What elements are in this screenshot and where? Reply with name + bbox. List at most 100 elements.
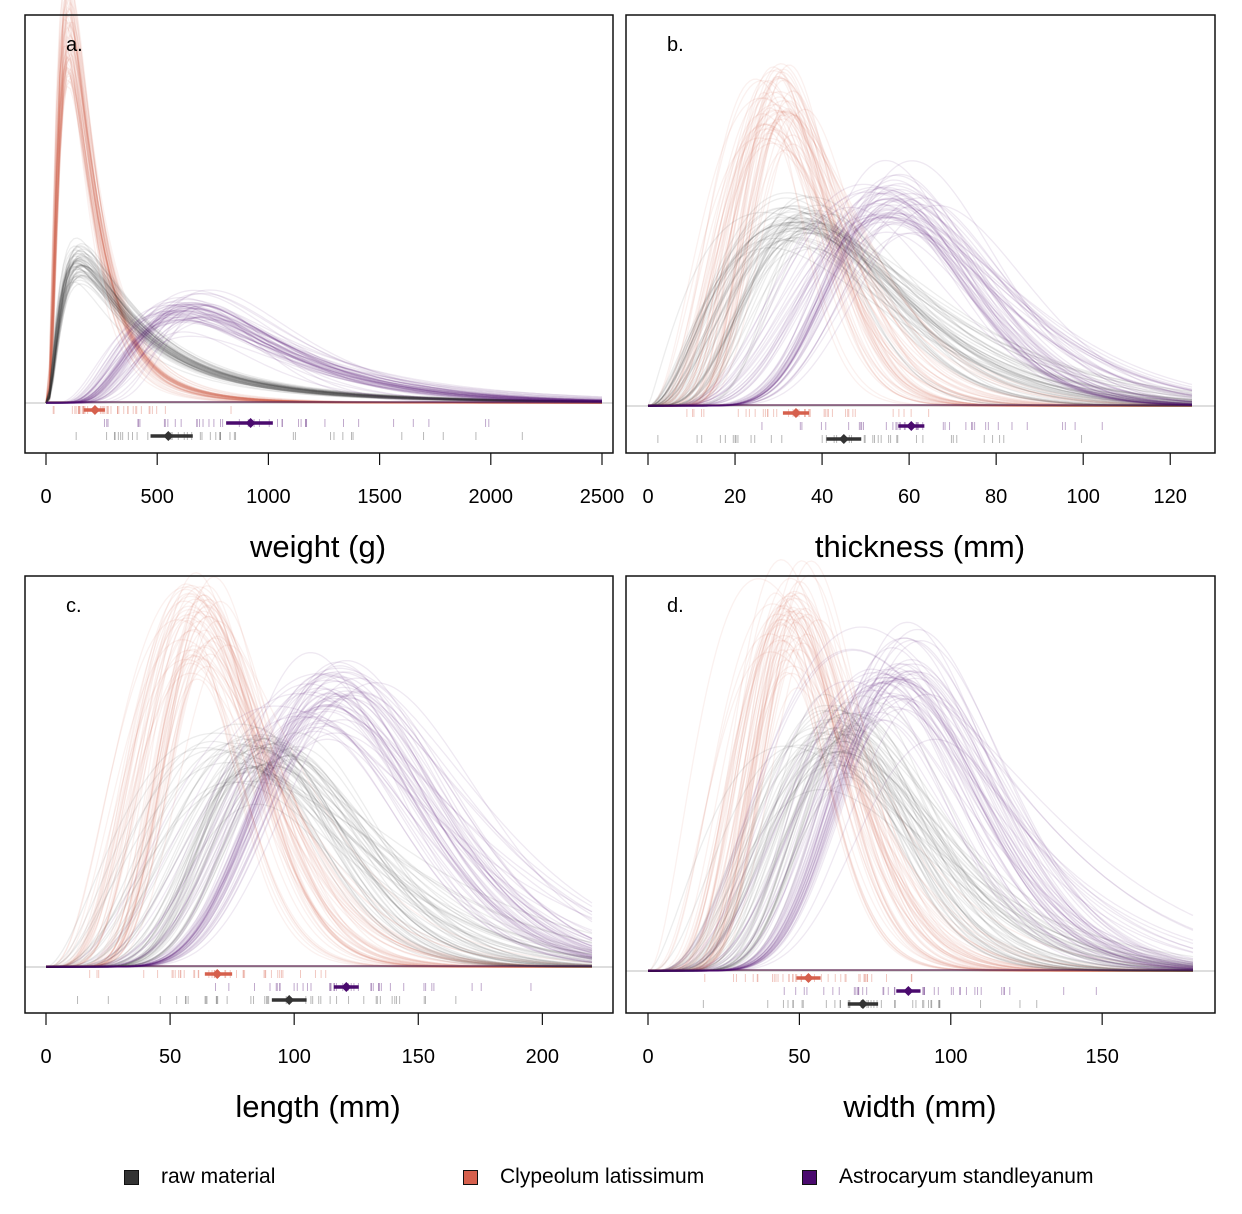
density-curve <box>648 676 1194 972</box>
density-curve <box>46 310 603 404</box>
density-curve <box>648 764 1194 972</box>
density-curve <box>45 80 602 404</box>
density-curve <box>46 735 593 968</box>
density-curve <box>45 8 602 404</box>
density-curve <box>46 319 603 404</box>
density-curve <box>648 192 1193 407</box>
density-curve <box>648 590 1193 972</box>
density-curve <box>45 274 603 404</box>
density-curve <box>648 227 1193 407</box>
density-curve <box>648 679 1194 972</box>
density-curve <box>648 615 1193 972</box>
x-tick-label: 2000 <box>469 486 514 508</box>
density-curve <box>46 665 592 968</box>
density-curve <box>46 803 593 968</box>
density-curve <box>46 732 593 968</box>
density-curve <box>648 228 1193 407</box>
density-curve <box>647 216 1193 407</box>
density-curve <box>648 694 1194 972</box>
density-curve <box>45 264 603 404</box>
density-curve <box>45 273 603 404</box>
density-curve <box>648 191 1193 407</box>
density-curve <box>45 244 602 404</box>
density-curve <box>648 212 1192 407</box>
x-tick-label: 1500 <box>357 486 402 508</box>
density-curve <box>46 312 603 404</box>
density-curve <box>46 316 603 404</box>
density-curve <box>46 730 593 968</box>
density-curve <box>648 610 1193 972</box>
density-curve <box>647 230 1193 407</box>
density-curve <box>45 258 603 404</box>
density-curve <box>46 585 592 968</box>
density-curve <box>46 690 593 968</box>
density-curve <box>647 211 1193 407</box>
density-curve <box>46 605 592 968</box>
density-curve <box>46 726 592 968</box>
density-curve <box>648 592 1193 972</box>
density-curve <box>45 237 602 404</box>
density-curve <box>45 262 602 404</box>
density-curve <box>648 733 1194 972</box>
density-curve <box>45 60 603 404</box>
density-curve <box>648 192 1193 407</box>
density-curve <box>46 710 593 968</box>
density-curve <box>46 694 593 968</box>
density-curve <box>46 765 592 968</box>
density-curve <box>46 771 593 968</box>
density-curve <box>45 253 603 404</box>
density-curve <box>648 718 1194 972</box>
x-axis-title: weight (g) <box>249 529 386 564</box>
density-curve <box>648 693 1193 972</box>
x-tick-label: 0 <box>642 1046 653 1068</box>
density-curve <box>45 21 602 404</box>
density-curve <box>45 55 602 404</box>
density-curve <box>647 237 1193 407</box>
density-curve <box>46 652 593 968</box>
density-curve <box>648 97 1192 407</box>
density-curve <box>648 708 1194 972</box>
density-curve <box>648 199 1193 407</box>
density-curve <box>648 662 1194 972</box>
density-curve <box>648 748 1194 972</box>
x-tick-label: 50 <box>159 1046 181 1068</box>
density-curve <box>46 595 592 968</box>
density-curve <box>648 607 1193 972</box>
density-curve <box>648 604 1193 972</box>
density-curve <box>45 249 602 404</box>
density-curve <box>46 742 593 968</box>
density-curve <box>648 711 1194 972</box>
density-curve <box>46 765 592 968</box>
density-curve <box>46 307 602 404</box>
density-curve <box>46 725 593 968</box>
density-curve <box>648 682 1194 972</box>
density-curve <box>648 702 1194 972</box>
density-curve <box>46 780 593 968</box>
density-curve <box>46 705 593 968</box>
mean-marker <box>857 999 868 1009</box>
density-curve <box>648 684 1194 972</box>
mean-marker <box>790 408 801 418</box>
density-curve <box>648 198 1193 407</box>
density-curve <box>45 21 602 404</box>
density-curve <box>648 634 1193 972</box>
density-curve <box>46 610 592 968</box>
density-curve <box>648 196 1193 407</box>
density-curve <box>46 692 593 968</box>
density-curve <box>648 71 1192 407</box>
density-curve <box>45 619 593 968</box>
density-curve <box>45 761 593 968</box>
density-curve <box>648 704 1194 972</box>
density-curve <box>46 301 603 404</box>
mean-marker <box>906 421 917 431</box>
density-curve <box>648 222 1192 407</box>
density-curve <box>648 626 1194 972</box>
density-curve <box>648 649 1193 972</box>
x-axis: 0 50 100 150 <box>642 1012 1119 1068</box>
density-curve <box>46 661 593 968</box>
density-curve <box>46 301 603 404</box>
panel-c: c. 0 50 100 150 200 length (mm) <box>24 572 614 1124</box>
density-curve <box>45 255 603 404</box>
density-curve <box>45 35 602 404</box>
series-astrocaryum-standleyanum <box>648 621 1194 972</box>
